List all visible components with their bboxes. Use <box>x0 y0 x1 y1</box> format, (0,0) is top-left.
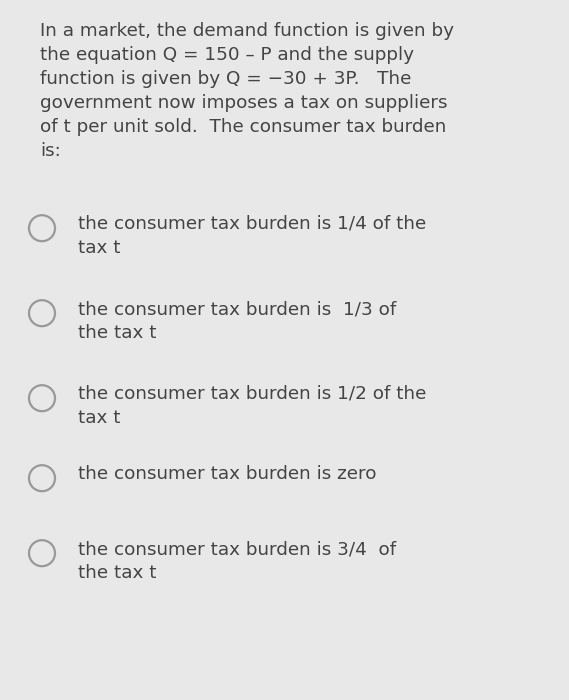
Text: tax t: tax t <box>78 239 121 257</box>
Text: the consumer tax burden is 3/4  of: the consumer tax burden is 3/4 of <box>78 540 396 558</box>
Text: is:: is: <box>40 142 61 160</box>
Text: In a market, the demand function is given by: In a market, the demand function is give… <box>40 22 454 40</box>
Text: the tax t: the tax t <box>78 324 156 342</box>
Text: tax t: tax t <box>78 409 121 427</box>
Text: function is given by Q = −30 + 3P.   The: function is given by Q = −30 + 3P. The <box>40 70 411 88</box>
Text: the consumer tax burden is 1/4 of the: the consumer tax burden is 1/4 of the <box>78 215 426 233</box>
Text: the consumer tax burden is  1/3 of: the consumer tax burden is 1/3 of <box>78 300 396 318</box>
Text: government now imposes a tax on suppliers: government now imposes a tax on supplier… <box>40 94 447 112</box>
Text: the consumer tax burden is zero: the consumer tax burden is zero <box>78 465 377 483</box>
Text: of t per unit sold.  The consumer tax burden: of t per unit sold. The consumer tax bur… <box>40 118 446 136</box>
Text: the tax t: the tax t <box>78 564 156 582</box>
Text: the equation Q = 150 – P and the supply: the equation Q = 150 – P and the supply <box>40 46 414 64</box>
Text: the consumer tax burden is 1/2 of the: the consumer tax burden is 1/2 of the <box>78 385 426 403</box>
